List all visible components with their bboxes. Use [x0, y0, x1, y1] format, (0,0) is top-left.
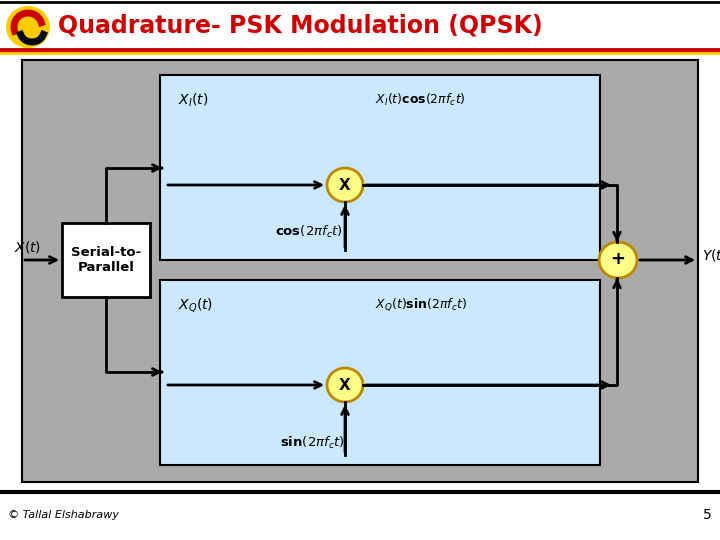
Bar	[62, 223, 150, 297]
Ellipse shape	[327, 168, 363, 202]
Ellipse shape	[599, 242, 637, 278]
Text: $X_I(t)$: $X_I(t)$	[178, 91, 208, 109]
Bar	[160, 280, 600, 465]
Text: cos$(2\pi f_c t)$: cos$(2\pi f_c t)$	[275, 224, 343, 240]
Text: $X_Q(t)$: $X_Q(t)$	[178, 296, 213, 314]
Bar	[0, 2, 720, 50]
Text: Quadrature- PSK Modulation (QPSK): Quadrature- PSK Modulation (QPSK)	[58, 14, 543, 38]
Text: X: X	[339, 178, 351, 192]
Text: +: +	[611, 250, 626, 268]
Text: $X_I(t)$cos$(2\pi f_c t)$: $X_I(t)$cos$(2\pi f_c t)$	[375, 92, 466, 108]
Bar	[160, 75, 600, 260]
Bar	[22, 60, 698, 482]
Text: 5: 5	[703, 508, 712, 522]
Text: $X(t)$: $X(t)$	[14, 239, 41, 255]
Text: © Tallal Elshabrawy: © Tallal Elshabrawy	[8, 510, 119, 520]
Text: $X_Q(t)$sin$(2\pi f_c t)$: $X_Q(t)$sin$(2\pi f_c t)$	[375, 296, 467, 313]
Ellipse shape	[6, 6, 50, 48]
Text: Serial-to-
Parallel: Serial-to- Parallel	[71, 246, 141, 274]
Text: $Y(t)$: $Y(t)$	[702, 247, 720, 263]
Text: X: X	[339, 377, 351, 393]
Text: sin$(2\pi f_c t)$: sin$(2\pi f_c t)$	[280, 435, 345, 451]
Ellipse shape	[327, 368, 363, 402]
